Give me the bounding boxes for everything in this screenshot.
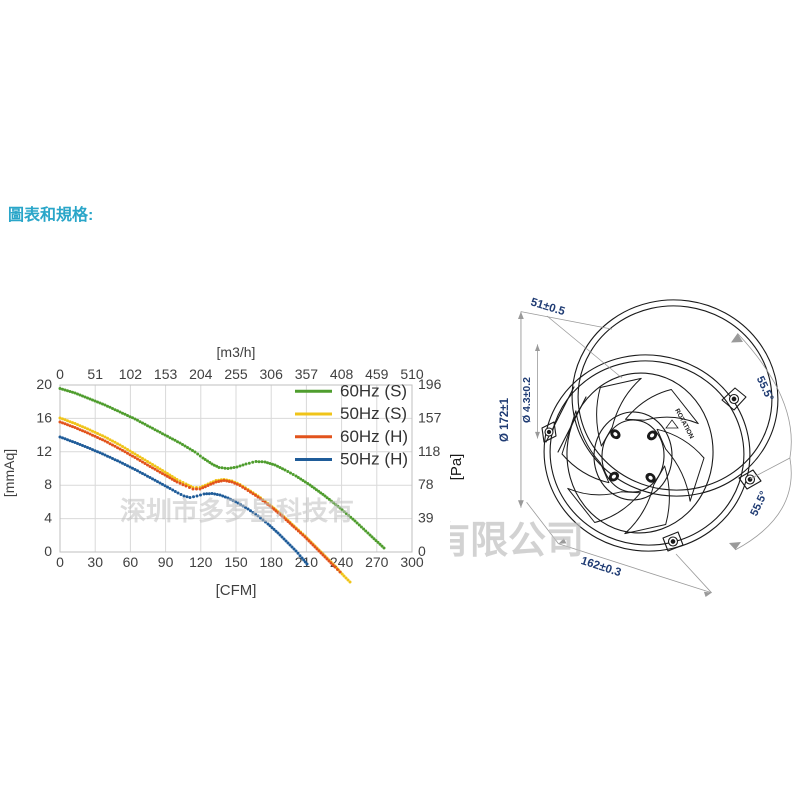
- svg-text:Ø 4.3±0.2: Ø 4.3±0.2: [521, 377, 533, 423]
- svg-text:204: 204: [189, 366, 213, 382]
- svg-text:20: 20: [36, 376, 52, 392]
- svg-text:196: 196: [418, 376, 442, 392]
- svg-text:50Hz (S): 50Hz (S): [340, 404, 407, 423]
- svg-text:51±0.5: 51±0.5: [529, 296, 567, 318]
- svg-text:51: 51: [87, 366, 103, 382]
- svg-text:[mmAq]: [mmAq]: [1, 449, 17, 497]
- svg-text:[CFM]: [CFM]: [216, 582, 257, 599]
- svg-text:459: 459: [365, 366, 389, 382]
- svg-text:357: 357: [295, 366, 319, 382]
- svg-text:[Pa]: [Pa]: [450, 454, 465, 481]
- svg-text:16: 16: [36, 409, 52, 425]
- svg-text:157: 157: [418, 409, 442, 425]
- svg-text:0: 0: [44, 543, 52, 559]
- svg-text:90: 90: [158, 554, 174, 570]
- svg-text:153: 153: [154, 366, 178, 382]
- svg-text:102: 102: [119, 366, 143, 382]
- svg-text:118: 118: [418, 443, 441, 459]
- svg-text:深圳市多罗星科技有: 深圳市多罗星科技有: [120, 496, 354, 526]
- svg-text:60Hz (S): 60Hz (S): [340, 382, 407, 401]
- svg-text:60Hz (H): 60Hz (H): [340, 427, 408, 446]
- svg-text:60: 60: [123, 554, 139, 570]
- svg-text:0: 0: [56, 554, 64, 570]
- svg-text:4: 4: [44, 510, 52, 526]
- svg-text:255: 255: [224, 366, 248, 382]
- svg-text:12: 12: [36, 443, 52, 459]
- svg-text:[m3/h]: [m3/h]: [217, 344, 256, 360]
- svg-text:50Hz (H): 50Hz (H): [340, 450, 408, 469]
- svg-text:30: 30: [87, 554, 103, 570]
- svg-text:150: 150: [224, 554, 248, 570]
- svg-text:39: 39: [418, 510, 434, 526]
- svg-text:ROTATION: ROTATION: [673, 408, 695, 441]
- svg-text:Ø 172±1: Ø 172±1: [499, 397, 511, 442]
- svg-text:0: 0: [56, 366, 64, 382]
- svg-text:0: 0: [418, 543, 426, 559]
- svg-text:180: 180: [260, 554, 284, 570]
- svg-text:有限公司: 有限公司: [450, 520, 584, 562]
- svg-text:78: 78: [418, 476, 434, 492]
- svg-text:306: 306: [260, 366, 284, 382]
- svg-text:240: 240: [330, 554, 354, 570]
- svg-text:162±0.3: 162±0.3: [579, 555, 622, 579]
- svg-text:120: 120: [189, 554, 213, 570]
- svg-text:408: 408: [330, 366, 354, 382]
- svg-text:55.5°: 55.5°: [748, 489, 770, 517]
- svg-text:8: 8: [44, 476, 52, 492]
- svg-text:270: 270: [365, 554, 389, 570]
